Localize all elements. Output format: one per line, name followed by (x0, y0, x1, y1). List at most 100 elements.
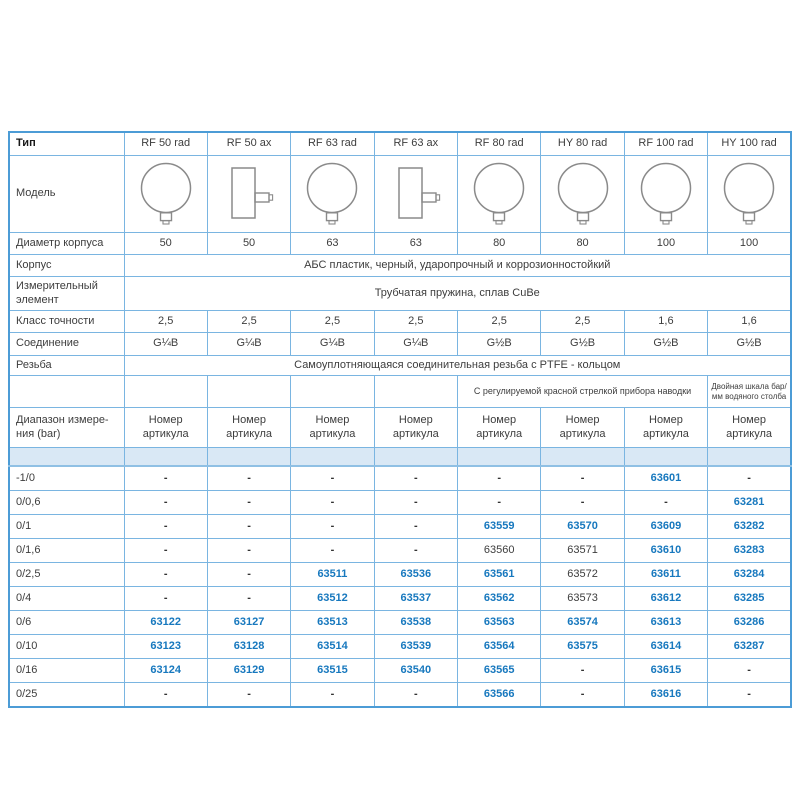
element-label: Измерительный элемент (8, 276, 125, 311)
model-cell (540, 155, 625, 233)
article-number: 63123 (123, 634, 208, 659)
article-number: 63574 (540, 610, 625, 635)
range-label: 0/1,6 (8, 538, 125, 563)
connection-value: G¼B (290, 332, 375, 356)
column-header: RF 50 ax (206, 131, 292, 156)
empty-cell (8, 375, 125, 408)
no-article-dash: - (707, 658, 792, 683)
article-number: 63610 (623, 538, 709, 563)
no-article-dash: - (123, 682, 208, 708)
connection-value: G¼B (373, 332, 459, 356)
article-number: 63563 (456, 610, 542, 635)
no-article-dash: - (373, 538, 459, 563)
article-number: 63536 (373, 562, 459, 587)
no-article-dash: - (290, 682, 375, 708)
article-number: 63611 (623, 562, 709, 587)
element-value: Трубчатая пружина, сплав CuBe (123, 276, 792, 311)
no-article-dash: - (206, 586, 292, 611)
no-article-dash: - (290, 465, 375, 491)
thread-value: Самоуплотняющаяся соединительная резьба … (123, 355, 792, 376)
article-number: 63573 (540, 586, 625, 611)
column-header: RF 80 rad (456, 131, 542, 156)
range-label: 0/1 (8, 514, 125, 539)
article-number: 63537 (373, 586, 459, 611)
shaded-empty-cell (123, 447, 208, 467)
diameter-value: 80 (456, 232, 542, 255)
no-article-dash: - (206, 682, 292, 708)
article-number: 63601 (623, 465, 709, 491)
article-number: 63571 (540, 538, 625, 563)
article-number: 63559 (456, 514, 542, 539)
article-number: 63284 (707, 562, 792, 587)
no-article-dash: - (290, 538, 375, 563)
no-article-dash: - (290, 490, 375, 515)
column-header: RF 100 rad (623, 131, 709, 156)
column-header: RF 63 rad (290, 131, 375, 156)
no-article-dash: - (123, 465, 208, 491)
diameter-value: 63 (290, 232, 375, 255)
no-article-dash: - (540, 490, 625, 515)
diameter-value: 80 (540, 232, 625, 255)
article-number: 63287 (707, 634, 792, 659)
no-article-dash: - (540, 682, 625, 708)
no-article-dash: - (373, 514, 459, 539)
article-number: 63564 (456, 634, 542, 659)
type-label: Тип (8, 131, 125, 156)
accuracy-value: 2,5 (206, 310, 292, 333)
accuracy-value: 2,5 (123, 310, 208, 333)
model-cell (123, 155, 208, 233)
body-label: Корпус (8, 254, 125, 277)
gauge-radial-icon (640, 162, 692, 225)
article-number-header: Номер артикула (707, 407, 792, 448)
range-row: 0/0,6- - - - - - -63281 (8, 490, 792, 515)
article-number: 63613 (623, 610, 709, 635)
model-cell (373, 155, 459, 233)
model-cell (290, 155, 375, 233)
no-article-dash: - (456, 490, 542, 515)
connection-label: Соединение (8, 332, 125, 356)
no-article-dash: - (540, 658, 625, 683)
model-cell (206, 155, 292, 233)
gauge-axial-icon (231, 167, 274, 219)
accuracy-label: Класс точности (8, 310, 125, 333)
range-row: 0/10 63123 63128 63514 63539 63564 63575 63614 6… (8, 634, 792, 659)
shaded-empty-cell (373, 447, 459, 467)
no-article-dash: - (123, 490, 208, 515)
model-cell (707, 155, 792, 233)
article-number: 63539 (373, 634, 459, 659)
shaded-empty-cell (206, 447, 292, 467)
article-number-header: Номер артикула (540, 407, 625, 448)
article-number: 63616 (623, 682, 709, 708)
article-number: 63513 (290, 610, 375, 635)
article-number: 63283 (707, 538, 792, 563)
article-number-header: Номер артикула (456, 407, 542, 448)
article-number: 63124 (123, 658, 208, 683)
article-number: 63514 (290, 634, 375, 659)
article-number: 63614 (623, 634, 709, 659)
range-label: -1/0 (8, 465, 125, 491)
connection-value: G½B (540, 332, 625, 356)
article-number: 63285 (707, 586, 792, 611)
article-number-header: Номер артикула (373, 407, 459, 448)
article-number: 63128 (206, 634, 292, 659)
accuracy-value: 2,5 (540, 310, 625, 333)
article-number: 63612 (623, 586, 709, 611)
column-header: RF 63 ax (373, 131, 459, 156)
range-label: 0/4 (8, 586, 125, 611)
range-label: 0/16 (8, 658, 125, 683)
no-article-dash: - (707, 465, 792, 491)
article-number: 63512 (290, 586, 375, 611)
gauge-axial-icon (398, 167, 440, 219)
connection-value: G¼B (206, 332, 292, 356)
gauge-radial-icon (723, 162, 775, 225)
no-article-dash: - (206, 514, 292, 539)
diameter-value: 50 (123, 232, 208, 255)
diameter-value: 63 (373, 232, 459, 255)
shaded-empty-cell (290, 447, 375, 467)
range-label: 0/6 (8, 610, 125, 635)
empty-cell (123, 375, 208, 408)
article-number: 63570 (540, 514, 625, 539)
connection-value: G¼B (123, 332, 208, 356)
empty-cell (290, 375, 375, 408)
